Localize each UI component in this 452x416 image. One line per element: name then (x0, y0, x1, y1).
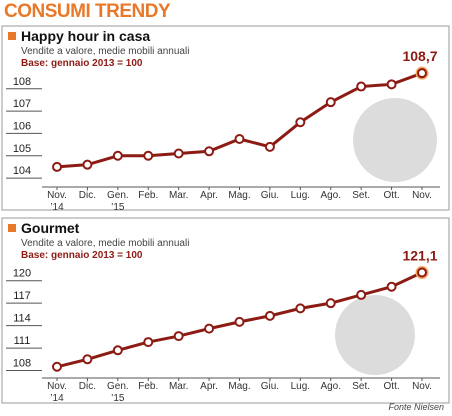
x-tick-label: Apr. (200, 190, 218, 201)
panel-subtitle: Vendite a valore, medie mobili annuali (21, 46, 189, 57)
data-point (417, 267, 427, 278)
data-point (112, 345, 123, 356)
page-title: CONSUMI TRENDY (4, 1, 171, 22)
y-tick-label: 117 (13, 290, 31, 302)
y-tick-label: 120 (13, 268, 31, 280)
x-tick-label: Giu. (261, 190, 279, 201)
title-marker (8, 32, 16, 40)
value-label: 121,1 (402, 247, 437, 263)
data-point (386, 281, 397, 292)
x-tick-label: Mag. (228, 381, 250, 392)
data-point (417, 68, 427, 79)
y-tick-label: 107 (13, 98, 31, 110)
x-tick-label: Ago. (320, 381, 341, 392)
data-point (204, 323, 215, 334)
value-label: 108,7 (402, 48, 437, 64)
y-tick-label: 108 (13, 358, 31, 370)
title-marker (8, 224, 16, 232)
x-tick-label: Feb. (138, 381, 158, 392)
data-point (264, 310, 275, 321)
illustration (335, 295, 415, 375)
x-tick-label: Ott. (384, 381, 400, 392)
y-tick-label: 108 (13, 76, 31, 88)
x-tick-label: Gen. ’15 (107, 381, 129, 404)
data-point (204, 146, 215, 157)
data-point (143, 337, 154, 348)
panel-title: Gourmet (21, 220, 80, 236)
x-tick-label: Nov. (412, 190, 432, 201)
x-tick-label: Lug. (291, 190, 310, 201)
x-tick-label: Ott. (384, 190, 400, 201)
panel-note: Base: gennaio 2013 = 100 (21, 250, 143, 261)
x-tick-label: Nov. ’14 (47, 190, 67, 213)
y-tick-label: 104 (13, 165, 31, 177)
data-point (112, 150, 123, 161)
panel-subtitle: Vendite a valore, medie mobili annuali (21, 238, 189, 249)
x-tick-label: Nov. (412, 381, 432, 392)
x-tick-label: Set. (352, 190, 370, 201)
data-point (82, 354, 93, 365)
data-point (173, 331, 184, 342)
x-tick-label: Giu. (261, 381, 279, 392)
x-tick-label: Lug. (291, 381, 310, 392)
y-tick-label: 111 (14, 335, 31, 347)
y-tick-label: 105 (13, 143, 31, 155)
data-point (234, 316, 245, 327)
x-tick-label: Apr. (200, 381, 218, 392)
x-tick-label: Ago. (320, 190, 341, 201)
data-point (356, 81, 367, 92)
data-point (295, 117, 306, 128)
data-point (52, 161, 62, 172)
data-point (264, 141, 275, 152)
x-tick-label: Mar. (169, 190, 188, 201)
data-point (325, 97, 336, 108)
x-tick-label: Dic. (79, 381, 96, 392)
y-tick-label: 106 (13, 120, 31, 132)
data-point (325, 298, 336, 309)
x-tick-label: Dic. (79, 190, 96, 201)
data-point (173, 148, 184, 159)
x-tick-label: Mag. (228, 190, 250, 201)
source: Fonte Nielsen (388, 402, 444, 412)
data-point (82, 159, 93, 170)
data-point (52, 361, 62, 372)
data-point (234, 134, 245, 145)
illustration (353, 98, 437, 182)
x-tick-label: Gen. ’15 (107, 190, 129, 213)
y-tick-label: 114 (13, 313, 31, 325)
x-tick-label: Set. (352, 381, 370, 392)
x-tick-label: Feb. (138, 190, 158, 201)
x-tick-label: Mar. (169, 381, 188, 392)
data-point (143, 150, 154, 161)
x-tick-label: Nov. ’14 (47, 381, 67, 404)
panel-note: Base: gennaio 2013 = 100 (21, 58, 143, 69)
data-point (386, 79, 397, 90)
panel-title: Happy hour in casa (21, 28, 150, 44)
data-point (356, 289, 367, 300)
data-point (295, 303, 306, 314)
